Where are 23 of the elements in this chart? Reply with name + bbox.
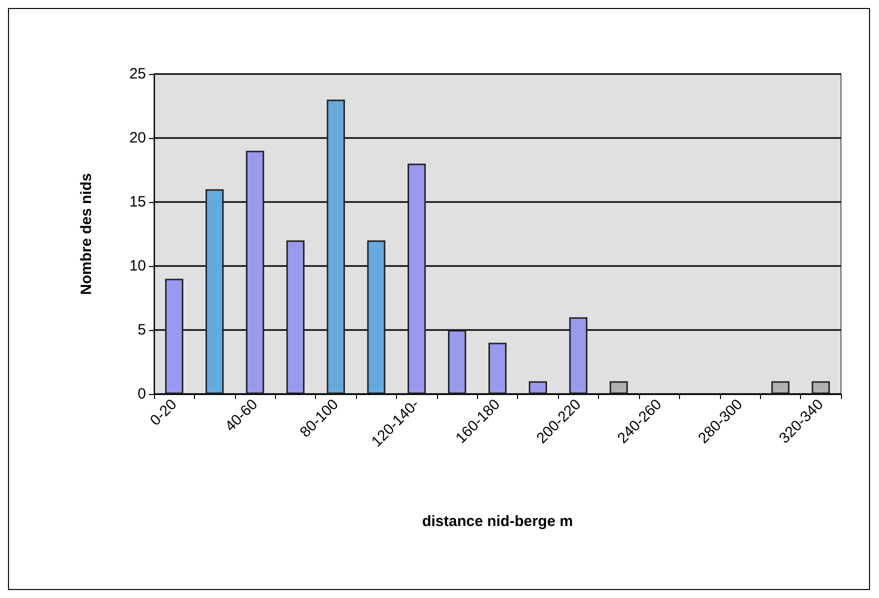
- y-tick-label: 0: [138, 386, 146, 402]
- y-tick-label: 20: [129, 130, 146, 146]
- bar: [448, 330, 466, 394]
- y-tick-label: 5: [138, 322, 146, 338]
- bar: [246, 150, 264, 394]
- y-tick-label: 10: [129, 258, 146, 274]
- y-tick-label: 25: [129, 66, 146, 82]
- x-tick-label: 0-20: [146, 396, 180, 430]
- bar: [206, 189, 224, 394]
- bar: [408, 164, 426, 394]
- x-axis-title: distance nid-berge m: [422, 513, 573, 530]
- bar: [771, 381, 790, 394]
- bar: [488, 342, 507, 394]
- bar: [367, 240, 386, 394]
- bar: [165, 278, 184, 394]
- bar: [326, 100, 345, 394]
- bar: [610, 381, 628, 394]
- bar: [286, 240, 305, 394]
- y-tick-label: 15: [129, 194, 146, 210]
- bar: [528, 381, 548, 394]
- bar: [812, 381, 830, 394]
- bar: [569, 317, 588, 394]
- y-axis-title: Nombre des nids: [78, 173, 95, 295]
